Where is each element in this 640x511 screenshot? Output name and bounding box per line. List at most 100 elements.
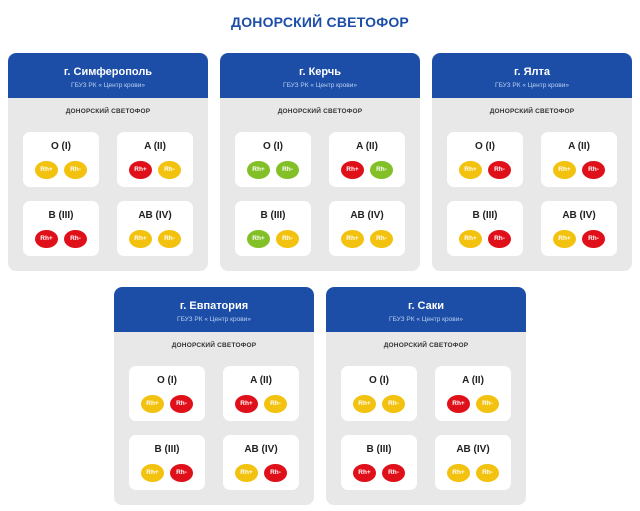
blood-group-b: B (III) Rh+ Rh- [447,201,523,256]
blood-group-grid: O (I) Rh+ Rh- A (II) Rh+ Rh- B (III) Rh+ Rh- AB (… [235,132,405,256]
city-name: г. Ялта [514,66,550,78]
blood-group-label: B (III) [472,210,498,221]
card-header: г. Евпатория ГБУЗ РК « Центр крови» [114,287,314,332]
rh-negative-indicator: Rh- [264,464,287,482]
rh-negative-indicator: Rh- [170,395,193,413]
blood-group-b: B (III) Rh+ Rh- [129,435,205,490]
blood-group-o: O (I) Rh+ Rh- [341,366,417,421]
rh-negative-indicator: Rh- [264,395,287,413]
rh-positive-indicator: Rh+ [141,395,164,413]
blood-group-o: O (I) Rh+ Rh- [23,132,99,187]
blood-group-label: O (I) [157,375,177,386]
blood-group-label: O (I) [51,141,71,152]
blood-group-label: O (I) [369,375,389,386]
card-subtitle: ДОНОРСКИЙ СВЕТОФОР [383,342,469,349]
rh-indicators: Rh+ Rh- [341,395,417,413]
rh-negative-indicator: Rh- [382,464,405,482]
card-header: г. Симферополь ГБУЗ РК « Центр крови» [8,53,208,98]
city-name: г. Евпатория [179,300,249,312]
rh-negative-indicator: Rh- [488,230,511,248]
rh-negative-indicator: Rh- [158,161,181,179]
blood-group-a: A (II) Rh+ Rh- [435,366,511,421]
blood-group-ab: AB (IV) Rh+ Rh- [541,201,617,256]
rh-positive-indicator: Rh+ [353,464,376,482]
card-subtitle: ДОНОРСКИЙ СВЕТОФОР [171,342,257,349]
rh-positive-indicator: Rh+ [247,161,270,179]
city-card-evpatoria: г. Евпатория ГБУЗ РК « Центр крови» ДОНОРС… [114,287,314,505]
blood-group-o: O (I) Rh+ Rh- [235,132,311,187]
blood-group-label: A (II) [250,375,272,386]
card-header: г. Ялта ГБУЗ РК « Центр крови» [432,53,632,98]
blood-group-label: AB (IV) [244,444,278,455]
rh-negative-indicator: Rh- [582,161,605,179]
rh-indicators: Rh+ Rh- [541,230,617,248]
blood-group-label: AB (IV) [138,210,172,221]
blood-group-label: A (II) [356,141,378,152]
rh-indicators: Rh+ Rh- [235,230,311,248]
blood-group-ab: AB (IV) Rh+ Rh- [329,201,405,256]
rh-indicators: Rh+ Rh- [329,161,405,179]
blood-group-b: B (III) Rh+ Rh- [235,201,311,256]
blood-group-grid: O (I) Rh+ Rh- A (II) Rh+ Rh- B (III) Rh+ Rh- AB (… [23,132,193,256]
rh-positive-indicator: Rh+ [341,230,364,248]
blood-group-grid: O (I) Rh+ Rh- A (II) Rh+ Rh- B (III) Rh+ Rh- AB (… [447,132,617,256]
rh-positive-indicator: Rh+ [459,161,482,179]
blood-group-label: B (III) [48,210,74,221]
blood-group-label: A (II) [144,141,166,152]
rh-indicators: Rh+ Rh- [117,230,193,248]
rh-negative-indicator: Rh- [170,464,193,482]
rh-indicators: Rh+ Rh- [223,464,299,482]
rh-negative-indicator: Rh- [370,161,393,179]
blood-group-a: A (II) Rh+ Rh- [117,132,193,187]
rh-negative-indicator: Rh- [276,230,299,248]
blood-group-ab: AB (IV) Rh+ Rh- [223,435,299,490]
rh-negative-indicator: Rh- [476,395,499,413]
blood-group-grid: O (I) Rh+ Rh- A (II) Rh+ Rh- B (III) Rh+ Rh- AB (… [341,366,511,490]
rh-indicators: Rh+ Rh- [447,230,523,248]
rh-positive-indicator: Rh+ [447,464,470,482]
rh-indicators: Rh+ Rh- [435,464,511,482]
rh-positive-indicator: Rh+ [235,395,258,413]
rh-indicators: Rh+ Rh- [329,230,405,248]
rh-negative-indicator: Rh- [476,464,499,482]
rh-negative-indicator: Rh- [582,230,605,248]
card-subtitle: ДОНОРСКИЙ СВЕТОФОР [489,108,575,115]
blood-group-grid: O (I) Rh+ Rh- A (II) Rh+ Rh- B (III) Rh+ Rh- AB (… [129,366,299,490]
page-title: ДОНОРСКИЙ СВЕТОФОР [231,14,409,30]
rh-positive-indicator: Rh+ [341,161,364,179]
card-subtitle: ДОНОРСКИЙ СВЕТОФОР [65,108,151,115]
blood-group-b: B (III) Rh+ Rh- [23,201,99,256]
rh-negative-indicator: Rh- [382,395,405,413]
blood-group-o: O (I) Rh+ Rh- [129,366,205,421]
blood-group-ab: AB (IV) Rh+ Rh- [117,201,193,256]
rh-indicators: Rh+ Rh- [541,161,617,179]
rh-indicators: Rh+ Rh- [23,230,99,248]
rh-indicators: Rh+ Rh- [117,161,193,179]
blood-group-label: AB (IV) [456,444,490,455]
rh-indicators: Rh+ Rh- [23,161,99,179]
rh-indicators: Rh+ Rh- [341,464,417,482]
rh-indicators: Rh+ Rh- [447,161,523,179]
organization-name: ГБУЗ РК « Центр крови» [177,316,251,323]
rh-positive-indicator: Rh+ [141,464,164,482]
card-header: г. Керчь ГБУЗ РК « Центр крови» [220,53,420,98]
rh-indicators: Rh+ Rh- [129,464,205,482]
blood-group-label: AB (IV) [562,210,596,221]
city-card-kerch: г. Керчь ГБУЗ РК « Центр крови» ДОНОРСКИЙ … [220,53,420,271]
rh-negative-indicator: Rh- [64,230,87,248]
city-card-yalta: г. Ялта ГБУЗ РК « Центр крови» ДОНОРСКИЙ С… [432,53,632,271]
blood-group-a: A (II) Rh+ Rh- [329,132,405,187]
rh-indicators: Rh+ Rh- [223,395,299,413]
blood-group-label: B (III) [154,444,180,455]
blood-group-o: O (I) Rh+ Rh- [447,132,523,187]
rh-positive-indicator: Rh+ [447,395,470,413]
blood-group-label: A (II) [462,375,484,386]
organization-name: ГБУЗ РК « Центр крови» [71,82,145,89]
rh-positive-indicator: Rh+ [459,230,482,248]
city-name: г. Керчь [298,66,342,78]
rh-positive-indicator: Rh+ [235,464,258,482]
organization-name: ГБУЗ РК « Центр крови» [283,82,357,89]
rh-negative-indicator: Rh- [370,230,393,248]
organization-name: ГБУЗ РК « Центр крови» [389,316,463,323]
city-name: г. Симферополь [63,66,153,78]
